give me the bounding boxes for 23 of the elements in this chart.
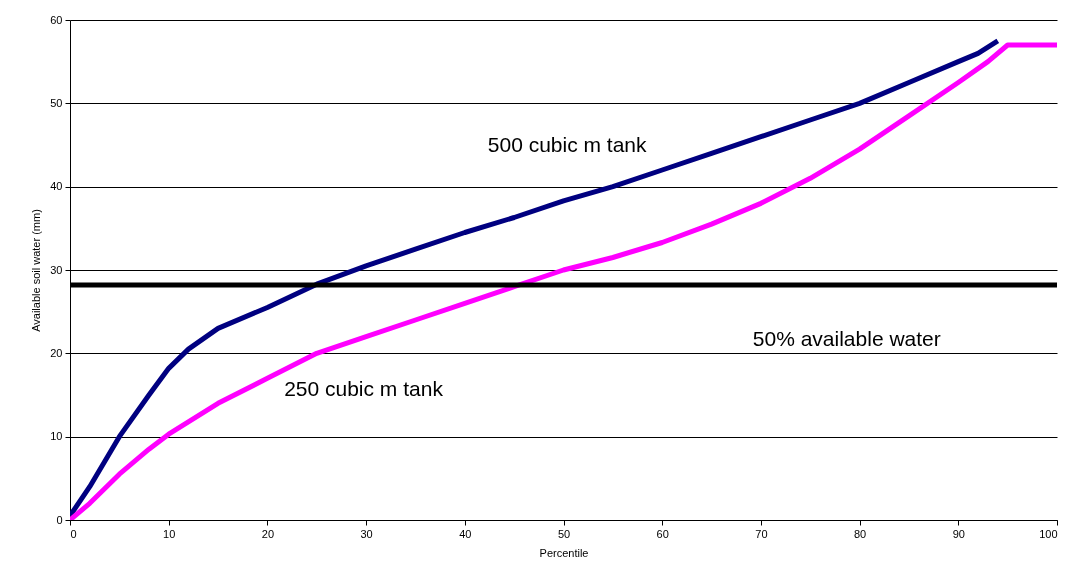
x-tick-label: 70 — [755, 527, 768, 540]
x-tick-label: 10 — [163, 527, 176, 540]
series-label: 250 cubic m tank — [284, 377, 444, 400]
ref-line-label: 50% available water — [752, 327, 941, 350]
y-tick-label: 40 — [50, 180, 63, 193]
y-tick-label: 60 — [50, 13, 63, 26]
y-tick-label: 20 — [50, 346, 63, 359]
y-tick-label: 0 — [56, 513, 63, 526]
x-tick-label: 100 — [1039, 527, 1058, 540]
x-tick-label: 40 — [459, 527, 472, 540]
x-tick-label: 30 — [360, 527, 373, 540]
y-tick-label: 50 — [50, 96, 63, 109]
series-label: 500 cubic m tank — [487, 132, 648, 156]
x-tick-label: 50 — [557, 527, 571, 540]
x-axis-title: Percentile — [539, 546, 589, 559]
x-tick-label: 80 — [853, 527, 867, 540]
x-tick-label: 0 — [70, 527, 77, 540]
x-tick-label: 90 — [952, 527, 965, 540]
x-tick-label: 20 — [261, 527, 275, 540]
x-tick-label: 60 — [656, 527, 669, 540]
y-tick-label: 10 — [50, 430, 63, 443]
y-axis-title: Available soil water (mm) — [30, 209, 43, 332]
y-tick-label: 30 — [50, 263, 63, 276]
